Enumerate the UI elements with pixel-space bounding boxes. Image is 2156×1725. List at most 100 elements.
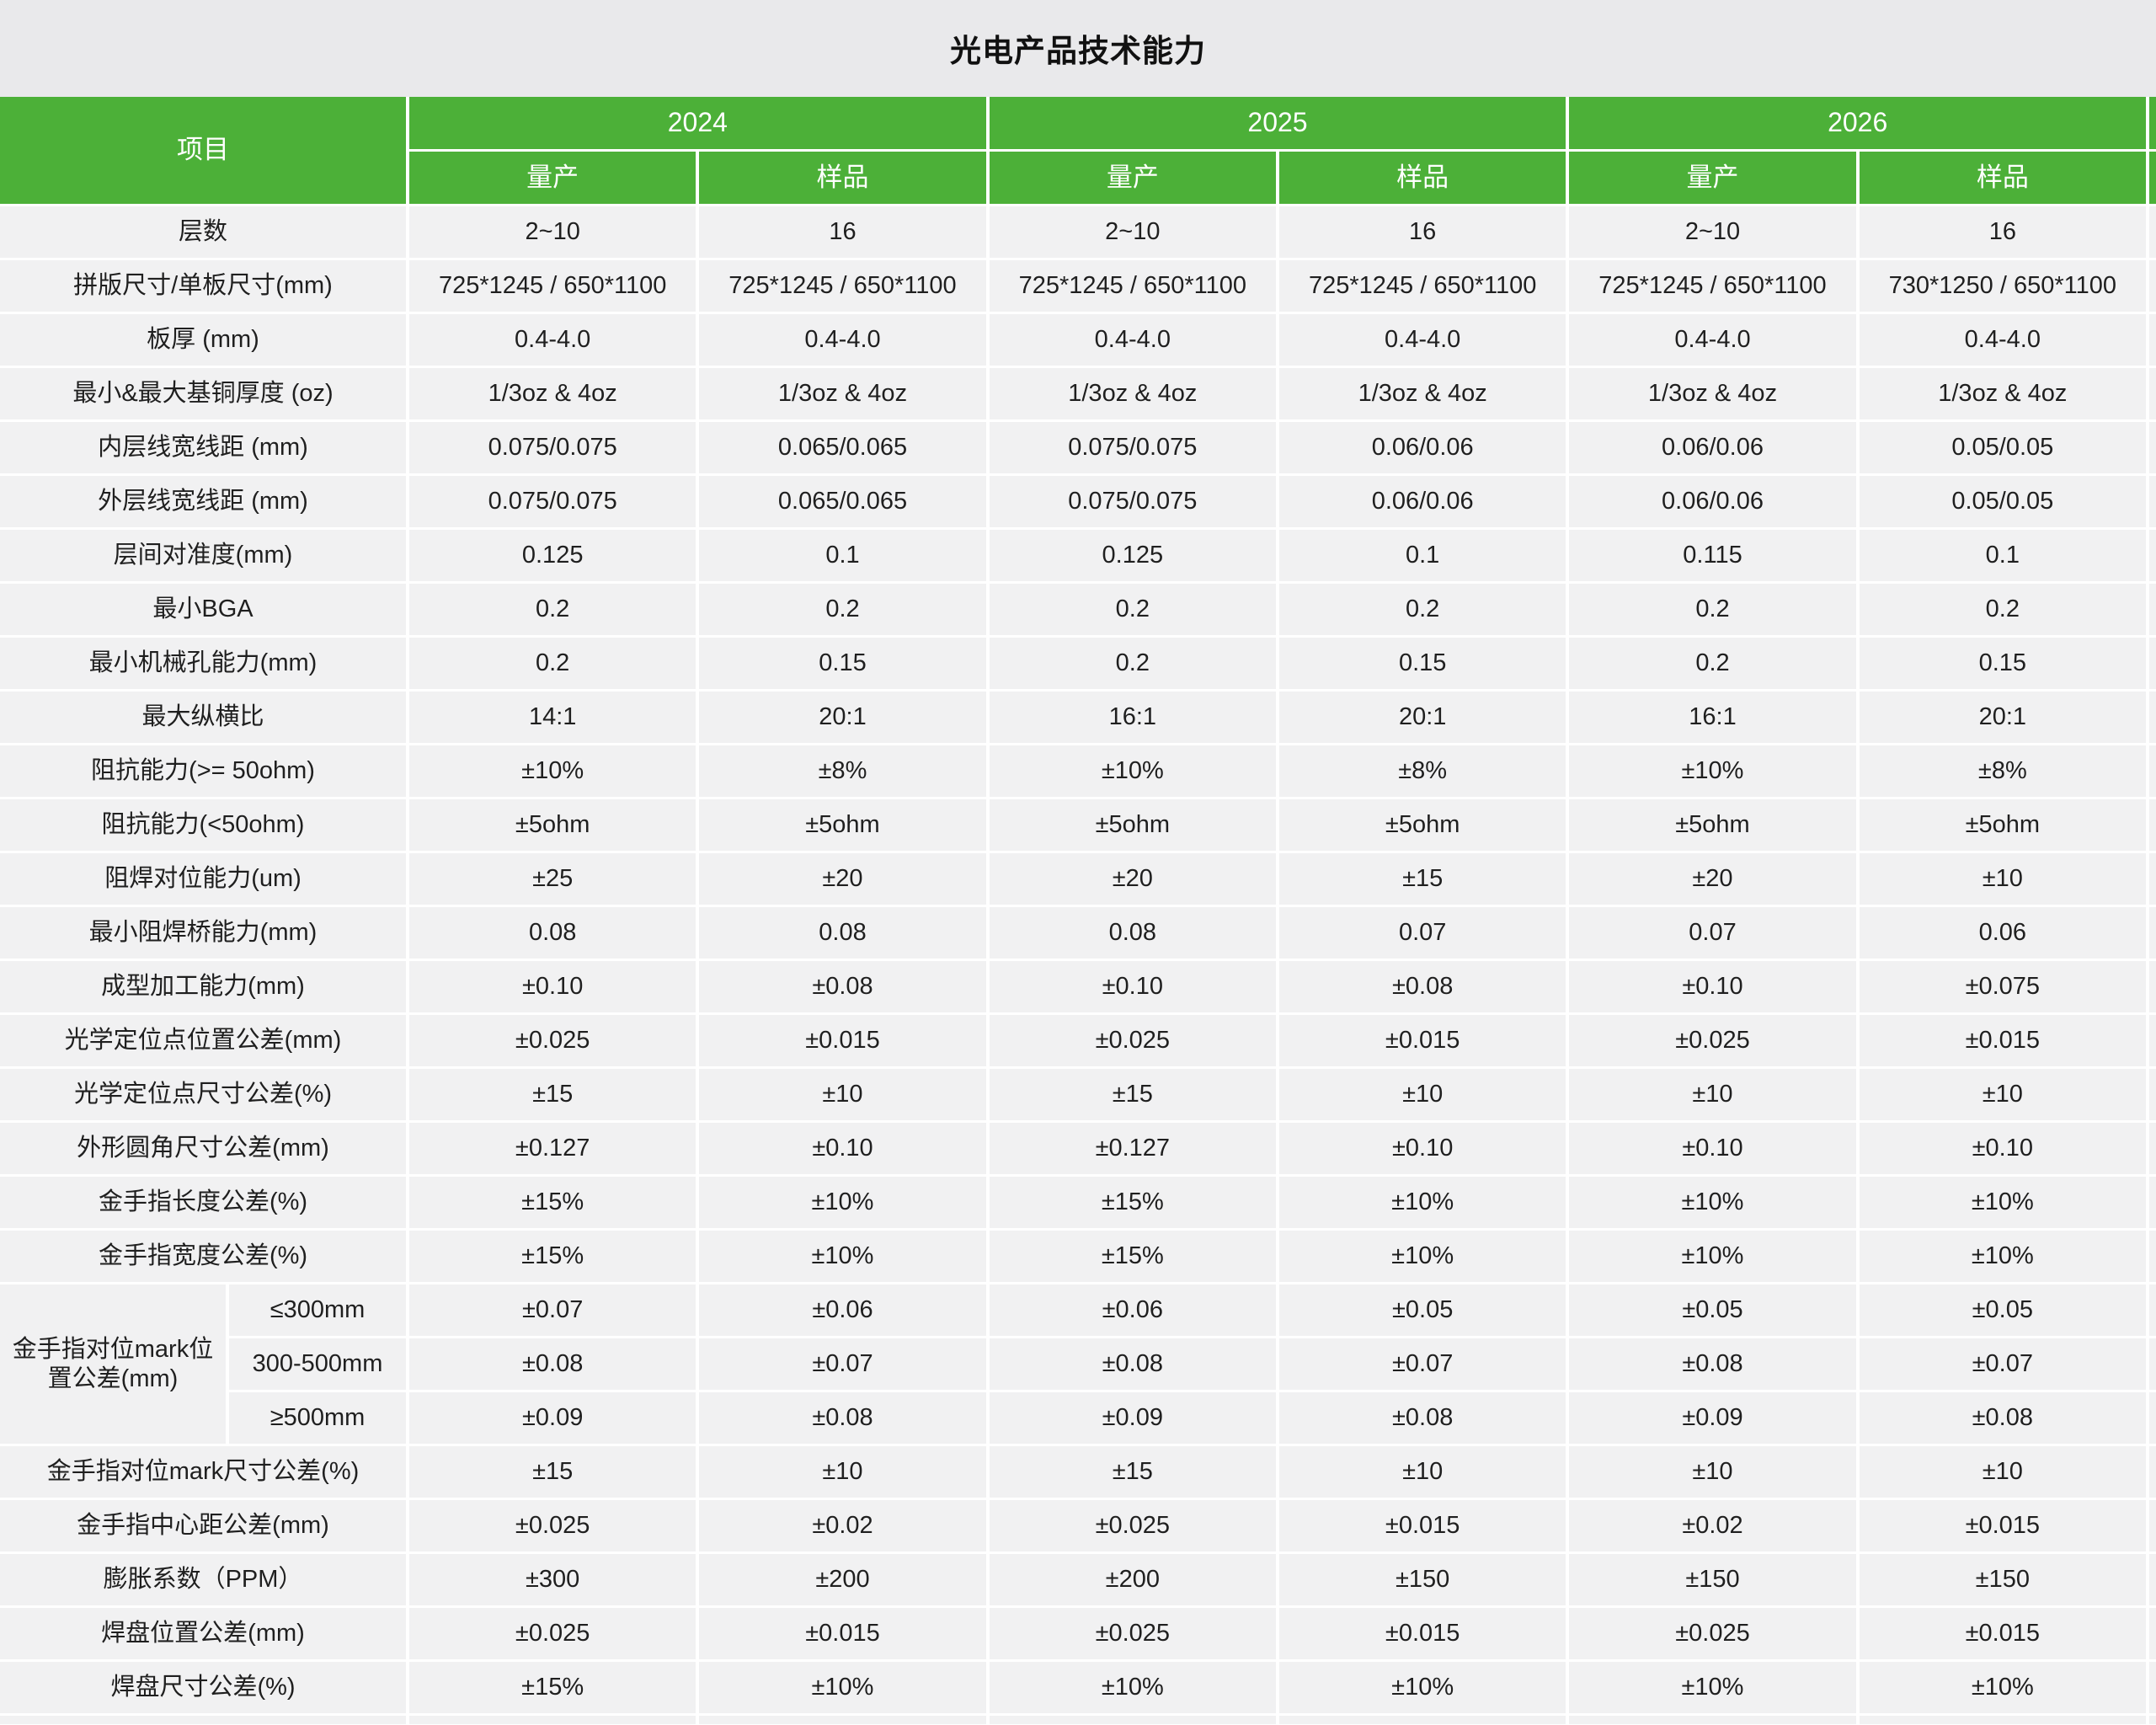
table-cell: ±8% bbox=[1279, 745, 1566, 797]
year-header-2025: 2025 bbox=[989, 97, 1566, 149]
table-cell: 16 bbox=[699, 206, 986, 258]
table-cell: 20:1 bbox=[1859, 692, 2146, 743]
table-cell: ±0.10 bbox=[1859, 1123, 2146, 1174]
row-label: 最小机械孔能力(mm) bbox=[0, 638, 406, 689]
table-cell: 0.1 bbox=[1279, 530, 1566, 581]
table-cell: ±10% bbox=[1569, 1662, 1856, 1713]
cutoff-row-cell bbox=[2149, 1716, 2156, 1724]
table-cell: ±0.015 bbox=[1279, 1500, 1566, 1551]
table-cell: 1/3oz & 4oz bbox=[1279, 368, 1566, 419]
table-cell: ±0.10 bbox=[1279, 1123, 1566, 1174]
subheader-sample: 样品 bbox=[1279, 152, 1566, 204]
table-cell: ±0.025 bbox=[409, 1500, 696, 1551]
table-cell: ±10% bbox=[699, 1177, 986, 1228]
table-cell: 2~10 bbox=[1569, 206, 1856, 258]
table-cell: 0.08 bbox=[409, 907, 696, 959]
cutoff-cell bbox=[2149, 1392, 2156, 1444]
table-cell: 0.05/0.05 bbox=[1859, 422, 2146, 473]
table-cell: 0.075/0.075 bbox=[989, 422, 1276, 473]
table-cell: ±15 bbox=[1279, 853, 1566, 905]
table-cell: ±10% bbox=[1569, 1177, 1856, 1228]
table-cell: 0.06/0.06 bbox=[1569, 422, 1856, 473]
cutoff-row-cell bbox=[0, 1716, 406, 1724]
row-label: 板厚 (mm) bbox=[0, 314, 406, 366]
table-cell: 725*1245 / 650*1100 bbox=[699, 260, 986, 312]
table-cell: ±15% bbox=[989, 1177, 1276, 1228]
table-cell: 725*1245 / 650*1100 bbox=[409, 260, 696, 312]
cutoff-cell bbox=[2149, 206, 2156, 258]
table-cell: 0.07 bbox=[1279, 907, 1566, 959]
table-cell: 0.4-4.0 bbox=[989, 314, 1276, 366]
table-cell: 20:1 bbox=[1279, 692, 1566, 743]
table-cell: 0.2 bbox=[409, 638, 696, 689]
table-cell: ±10% bbox=[989, 745, 1276, 797]
table-cell: ±200 bbox=[989, 1554, 1276, 1605]
table-cell: ±0.08 bbox=[989, 1338, 1276, 1390]
table-cell: ±0.10 bbox=[409, 961, 696, 1012]
table-cell: 0.2 bbox=[989, 584, 1276, 635]
table-cell: ±8% bbox=[699, 745, 986, 797]
cutoff-cell bbox=[2149, 1231, 2156, 1282]
table-cell: ±5ohm bbox=[409, 799, 696, 851]
cutoff-cell bbox=[2149, 692, 2156, 743]
table-cell: ±15% bbox=[409, 1231, 696, 1282]
table-cell: ±0.09 bbox=[1569, 1392, 1856, 1444]
row-label: 最大纵横比 bbox=[0, 692, 406, 743]
year-header-2026: 2026 bbox=[1569, 97, 2146, 149]
table-cell: ±0.08 bbox=[699, 1392, 986, 1444]
cutoff-cell bbox=[2149, 584, 2156, 635]
table-cell: ±0.025 bbox=[1569, 1015, 1856, 1066]
table-cell: ±15 bbox=[989, 1446, 1276, 1498]
table-cell: 0.075/0.075 bbox=[409, 476, 696, 527]
table-cell: ±10 bbox=[1569, 1446, 1856, 1498]
cutoff-header-cell bbox=[2149, 152, 2156, 204]
cutoff-row-cell bbox=[989, 1716, 1276, 1724]
table-cell: 0.4-4.0 bbox=[699, 314, 986, 366]
row-label: 光学定位点位置公差(mm) bbox=[0, 1015, 406, 1066]
table-cell: ±10% bbox=[1279, 1662, 1566, 1713]
cutoff-cell bbox=[2149, 1446, 2156, 1498]
table-cell: ±0.02 bbox=[699, 1500, 986, 1551]
table-cell: ±20 bbox=[1569, 853, 1856, 905]
cutoff-cell bbox=[2149, 638, 2156, 689]
table-cell: 0.075/0.075 bbox=[989, 476, 1276, 527]
year-header-2024: 2024 bbox=[409, 97, 986, 149]
table-cell: 2~10 bbox=[989, 206, 1276, 258]
row-sublabel: 300-500mm bbox=[229, 1338, 406, 1390]
cutoff-cell bbox=[2149, 1608, 2156, 1659]
row-label: 最小&最大基铜厚度 (oz) bbox=[0, 368, 406, 419]
table-cell: ±10 bbox=[1279, 1069, 1566, 1120]
cutoff-header-cell bbox=[2149, 97, 2156, 149]
table-cell: 0.15 bbox=[1279, 638, 1566, 689]
cutoff-row-cell bbox=[699, 1716, 986, 1724]
cutoff-cell bbox=[2149, 368, 2156, 419]
table-cell: ±20 bbox=[699, 853, 986, 905]
table-cell: ±10 bbox=[1859, 853, 2146, 905]
table-cell: ±10% bbox=[1569, 745, 1856, 797]
table-cell: ±0.07 bbox=[1859, 1338, 2146, 1390]
table-cell: ±0.127 bbox=[989, 1123, 1276, 1174]
subheader-mass-production: 量产 bbox=[1569, 152, 1856, 204]
subheader-sample: 样品 bbox=[699, 152, 986, 204]
table-cell: ±0.015 bbox=[1279, 1015, 1566, 1066]
cutoff-cell bbox=[2149, 530, 2156, 581]
cutoff-row-cell bbox=[1859, 1716, 2146, 1724]
table-cell: 0.065/0.065 bbox=[699, 422, 986, 473]
cutoff-cell bbox=[2149, 1338, 2156, 1390]
table-cell: ±15% bbox=[409, 1177, 696, 1228]
table-cell: ±150 bbox=[1859, 1554, 2146, 1605]
table-cell: ±0.09 bbox=[989, 1392, 1276, 1444]
table-cell: ±0.07 bbox=[409, 1284, 696, 1336]
table-cell: ±150 bbox=[1279, 1554, 1566, 1605]
cutoff-cell bbox=[2149, 1069, 2156, 1120]
table-cell: 0.4-4.0 bbox=[1859, 314, 2146, 366]
table-cell: 0.06/0.06 bbox=[1569, 476, 1856, 527]
table-cell: 0.1 bbox=[1859, 530, 2146, 581]
cutoff-cell bbox=[2149, 1662, 2156, 1713]
table-cell: ±15% bbox=[989, 1231, 1276, 1282]
table-cell: ±0.015 bbox=[1859, 1608, 2146, 1659]
table-cell: ±0.05 bbox=[1859, 1284, 2146, 1336]
row-label: 最小BGA bbox=[0, 584, 406, 635]
table-cell: ±10% bbox=[699, 1231, 986, 1282]
table-cell: ±0.08 bbox=[1279, 961, 1566, 1012]
